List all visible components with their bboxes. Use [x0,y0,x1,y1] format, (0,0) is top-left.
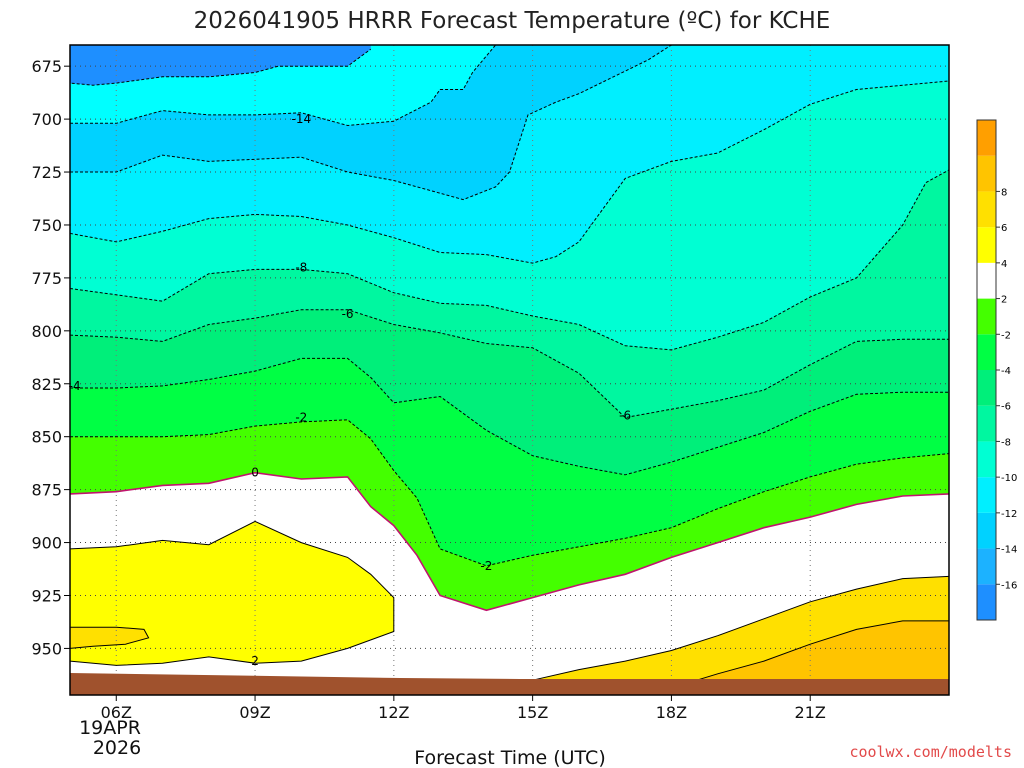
x-tick-label-06Z: 06Z [101,703,132,722]
date-label-year: 2026 [93,737,141,759]
colorbar-swatch-9 [977,262,996,299]
colorbar-swatch-8 [977,298,996,335]
colorbar-swatch-1 [977,548,996,585]
plot-area [70,45,949,695]
contour-label-7: -6 [619,409,631,423]
colorbar-label-0: -16 [1001,580,1017,591]
colorbar: -16 -14 -12 -10 -8 -6 -4 -2 2 4 6 8 [976,119,1017,621]
x-tick-label-12Z: 12Z [378,703,409,722]
x-tick-label-09Z: 09Z [239,703,270,722]
colorbar-label-4: -8 [1001,437,1011,448]
colorbar-swatch-2 [977,512,996,549]
contour-line--4 [70,357,949,476]
x-tick-label-18Z: 18Z [656,703,687,722]
terrain-ground [70,673,949,695]
contour-line--8 [70,169,949,351]
contour-line-0 [70,471,949,612]
y-tick-label-875: 875 [31,481,62,500]
contour-label-2: -6 [342,307,354,321]
y-tick-label-825: 825 [31,375,62,394]
colorbar-swatch-7 [977,334,996,370]
contour-line-warm-2 [648,620,949,695]
contour-line--16 [70,48,371,86]
colorbar-swatch-5 [977,405,996,442]
colorbar-label-3: -10 [1001,473,1017,484]
colorbar-swatch-10 [977,227,996,263]
colorbar-label-5: -6 [1001,402,1011,413]
colorbar-label-1: -14 [1001,545,1017,556]
colorbar-swatch-13 [977,120,996,156]
y-tick-label-900: 900 [31,534,62,553]
colorbar-label-6: -4 [1001,366,1011,377]
colorbar-swatch-6 [977,370,996,406]
contour-label-5: 0 [251,466,259,480]
contour-label-6: 2 [251,654,259,668]
x-tick-label-21Z: 21Z [795,703,826,722]
colorbar-label-9: 4 [1001,259,1007,270]
colorbar-label-10: 6 [1001,223,1007,234]
credit-text: coolwx.com/modelts [849,743,1012,761]
y-tick-label-800: 800 [31,322,62,341]
y-tick-label-950: 950 [31,639,62,658]
contour-line-warm-1 [481,575,949,695]
contour-label-3: -4 [69,379,81,393]
y-tick-label-775: 775 [31,269,62,288]
y-tick-label-675: 675 [31,57,62,76]
colorbar-swatch-4 [977,441,996,478]
y-tick-label-750: 750 [31,216,62,235]
x-tick-label-15Z: 15Z [517,703,548,722]
contour-label-0: -14 [292,112,312,126]
x-axis-title: Forecast Time (UTC) [414,747,605,768]
colorbar-swatch-12 [977,155,996,192]
colorbar-swatch-11 [977,191,996,228]
colorbar-swatch-3 [977,477,996,513]
contour-line--2 [70,419,949,567]
colorbar-label-7: -2 [1001,330,1011,341]
y-tick-label-850: 850 [31,428,62,447]
colorbar-label-8: 2 [1001,295,1007,306]
contour-line--12 [70,45,672,201]
y-tick-label-700: 700 [31,110,62,129]
date-label-day: 19APR [79,717,141,739]
contour-line--14 [70,45,496,127]
fill-band-cold-core [70,45,371,86]
chart-title: 2026041905 HRRR Forecast Temperature (ºC… [194,8,831,34]
colorbar-label-2: -12 [1001,509,1017,520]
y-tick-label-725: 725 [31,163,62,182]
colorbar-swatch-0 [977,584,996,620]
contour-line-2 [70,520,395,666]
y-tick-label-925: 925 [31,586,62,605]
fill-band-warm-6 [648,620,949,695]
plot-frame [69,44,950,696]
contour-label-8: -2 [480,559,492,573]
contour-label-1: -8 [295,260,307,274]
colorbar-label-11: 8 [1001,187,1007,198]
fill-band-2 [70,521,394,666]
contour-line-warm-0 [70,626,150,649]
contour-label-4: -2 [295,411,307,425]
contour-line--10 [70,80,949,264]
